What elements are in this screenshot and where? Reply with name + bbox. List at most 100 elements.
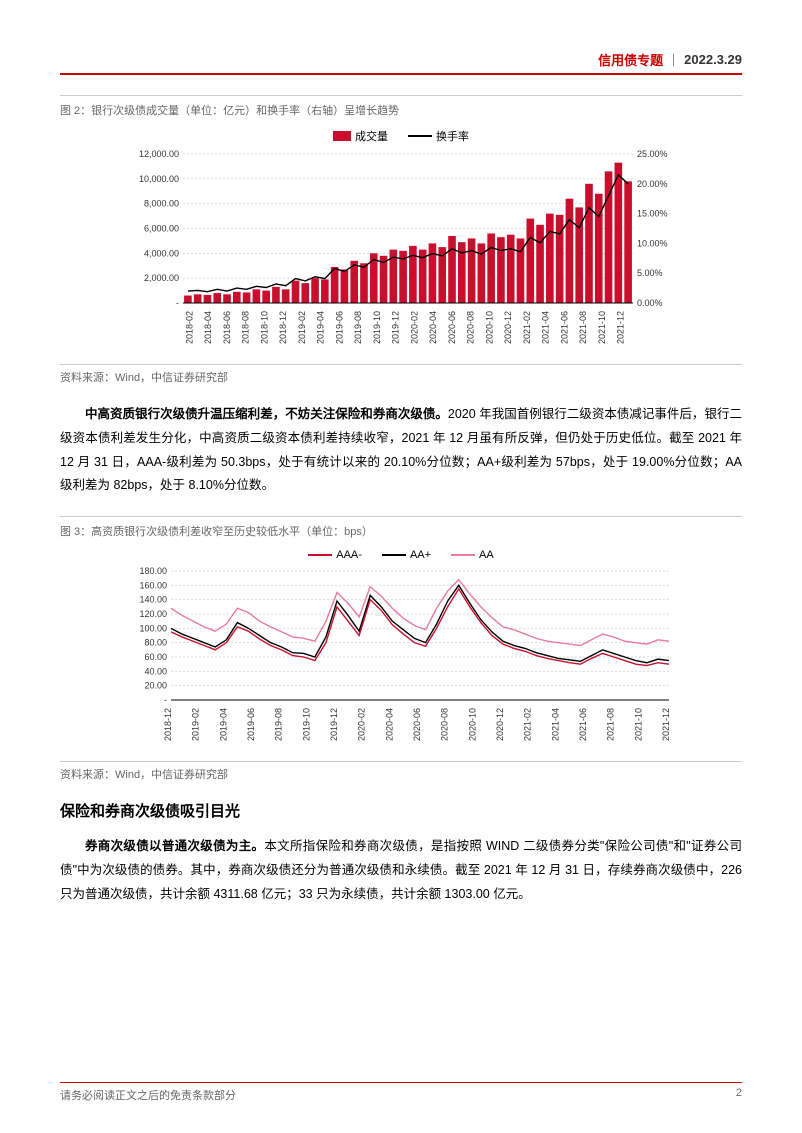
svg-text:2021-02: 2021-02	[522, 311, 532, 344]
fig3-title: 图 3：高资质银行次级债利差收窄至历史较低水平（单位：bps）	[60, 516, 742, 539]
svg-text:2019-06: 2019-06	[334, 311, 344, 344]
svg-text:120.00: 120.00	[139, 609, 167, 619]
svg-text:2021-12: 2021-12	[616, 311, 626, 344]
legend-volume: 成交量	[333, 128, 388, 144]
svg-text:2019-02: 2019-02	[191, 708, 201, 741]
svg-text:20.00: 20.00	[144, 681, 167, 691]
svg-text:-: -	[164, 695, 167, 705]
svg-text:2021-06: 2021-06	[578, 708, 588, 741]
svg-text:40.00: 40.00	[144, 666, 167, 676]
svg-text:2020-08: 2020-08	[440, 708, 450, 741]
legend-aap-label: AA+	[410, 549, 431, 561]
svg-text:80.00: 80.00	[144, 638, 167, 648]
svg-text:2021-10: 2021-10	[633, 708, 643, 741]
svg-text:2020-06: 2020-06	[412, 708, 422, 741]
section-heading: 保险和券商次级债吸引目光	[60, 800, 742, 821]
fig2-chart: - 2,000.00 4,000.00 6,000.00 8,000.00 10,000.…	[60, 148, 742, 358]
legend-aaa: AAA-	[308, 549, 362, 561]
fig2-svg: - 2,000.00 4,000.00 6,000.00 8,000.00 10,000.…	[121, 148, 681, 358]
svg-text:2020-02: 2020-02	[409, 311, 419, 344]
svg-text:60.00: 60.00	[144, 652, 167, 662]
page-header: 信用债专题 ｜ 2022.3.29	[60, 50, 742, 75]
svg-text:10,000.00: 10,000.00	[139, 174, 179, 184]
svg-text:2020-06: 2020-06	[447, 311, 457, 344]
legend-volume-label: 成交量	[355, 128, 388, 144]
fig3-source: 资料来源：Wind，中信证券研究部	[60, 761, 742, 782]
svg-text:2020-10: 2020-10	[467, 708, 477, 741]
svg-text:10.00%: 10.00%	[637, 238, 668, 248]
svg-text:2021-12: 2021-12	[661, 708, 671, 741]
svg-text:5.00%: 5.00%	[637, 268, 663, 278]
svg-text:2021-04: 2021-04	[541, 311, 551, 344]
legend-aaa-label: AAA-	[336, 549, 362, 561]
svg-text:2021-08: 2021-08	[578, 311, 588, 344]
svg-text:2021-08: 2021-08	[606, 708, 616, 741]
svg-text:2020-04: 2020-04	[384, 708, 394, 741]
svg-text:2019-10: 2019-10	[301, 708, 311, 741]
svg-text:6,000.00: 6,000.00	[144, 224, 179, 234]
svg-text:25.00%: 25.00%	[637, 149, 668, 159]
legend-aap: AA+	[382, 549, 431, 561]
legend-aa-label: AA	[479, 549, 494, 561]
svg-text:100.00: 100.00	[139, 623, 167, 633]
svg-text:20.00%: 20.00%	[637, 179, 668, 189]
svg-text:2021-06: 2021-06	[559, 311, 569, 344]
para1-bold: 中高资质银行次级债升温压缩利差，不妨关注保险和券商次级债。	[85, 407, 448, 421]
svg-text:2018-04: 2018-04	[203, 311, 213, 344]
fig3-legend: AAA- AA+ AA	[60, 549, 742, 561]
legend-turnover-label: 换手率	[436, 128, 469, 144]
svg-text:2020-12: 2020-12	[495, 708, 505, 741]
legend-aa: AA	[451, 549, 494, 561]
fig2-legend: 成交量 换手率	[60, 128, 742, 144]
header-separator: ｜	[667, 50, 680, 69]
svg-text:2021-02: 2021-02	[523, 708, 533, 741]
svg-text:2020-10: 2020-10	[484, 311, 494, 344]
fig2-source: 资料来源：Wind，中信证券研究部	[60, 364, 742, 385]
svg-text:2018-12: 2018-12	[163, 708, 173, 741]
svg-text:2020-04: 2020-04	[428, 311, 438, 344]
svg-text:2019-08: 2019-08	[274, 708, 284, 741]
svg-text:-: -	[176, 298, 179, 308]
svg-text:2020-12: 2020-12	[503, 311, 513, 344]
svg-text:8,000.00: 8,000.00	[144, 199, 179, 209]
svg-text:2020-08: 2020-08	[466, 311, 476, 344]
svg-text:4,000.00: 4,000.00	[144, 248, 179, 258]
svg-text:2019-08: 2019-08	[353, 311, 363, 344]
fig2-title: 图 2：银行次级债成交量（单位：亿元）和换手率（右轴）呈增长趋势	[60, 95, 742, 118]
page-footer: 请务必阅读正文之后的免责条款部分 2	[60, 1082, 742, 1103]
legend-aap-swatch	[382, 554, 406, 556]
svg-text:2,000.00: 2,000.00	[144, 273, 179, 283]
svg-text:2020-02: 2020-02	[357, 708, 367, 741]
svg-text:2019-10: 2019-10	[372, 311, 382, 344]
svg-text:2019-02: 2019-02	[297, 311, 307, 344]
svg-text:2019-12: 2019-12	[329, 708, 339, 741]
svg-text:2018-02: 2018-02	[184, 311, 194, 344]
legend-aaa-swatch	[308, 554, 332, 556]
svg-text:140.00: 140.00	[139, 595, 167, 605]
footer-disclaimer: 请务必阅读正文之后的免责条款部分	[60, 1087, 236, 1103]
paragraph-1: 中高资质银行次级债升温压缩利差，不妨关注保险和券商次级债。2020 年我国首例银…	[60, 403, 742, 498]
para2-bold: 券商次级债以普通次级债为主。	[85, 839, 264, 853]
svg-text:180.00: 180.00	[139, 566, 167, 576]
svg-text:2019-04: 2019-04	[218, 708, 228, 741]
fig3-svg: - 20.00 40.00 60.00 80.00 100.00 120.00 140.00 1…	[121, 565, 681, 755]
svg-text:2019-06: 2019-06	[246, 708, 256, 741]
footer-page-number: 2	[736, 1087, 742, 1103]
header-title: 信用债专题	[598, 50, 663, 69]
legend-turnover: 换手率	[408, 128, 469, 144]
legend-aa-swatch	[451, 554, 475, 556]
svg-text:160.00: 160.00	[139, 580, 167, 590]
legend-turnover-swatch	[408, 135, 432, 137]
svg-text:2021-10: 2021-10	[597, 311, 607, 344]
svg-text:12,000.00: 12,000.00	[139, 149, 179, 159]
fig3-chart: - 20.00 40.00 60.00 80.00 100.00 120.00 140.00 1…	[60, 565, 742, 755]
svg-text:2019-04: 2019-04	[316, 311, 326, 344]
svg-text:2021-04: 2021-04	[550, 708, 560, 741]
legend-volume-swatch	[333, 131, 351, 141]
svg-text:2018-08: 2018-08	[241, 311, 251, 344]
paragraph-2: 券商次级债以普通次级债为主。本文所指保险和券商次级债，是指按照 WIND 二级债…	[60, 835, 742, 906]
header-date: 2022.3.29	[684, 52, 742, 67]
svg-text:2018-12: 2018-12	[278, 311, 288, 344]
svg-text:2018-10: 2018-10	[259, 311, 269, 344]
svg-text:2019-12: 2019-12	[391, 311, 401, 344]
